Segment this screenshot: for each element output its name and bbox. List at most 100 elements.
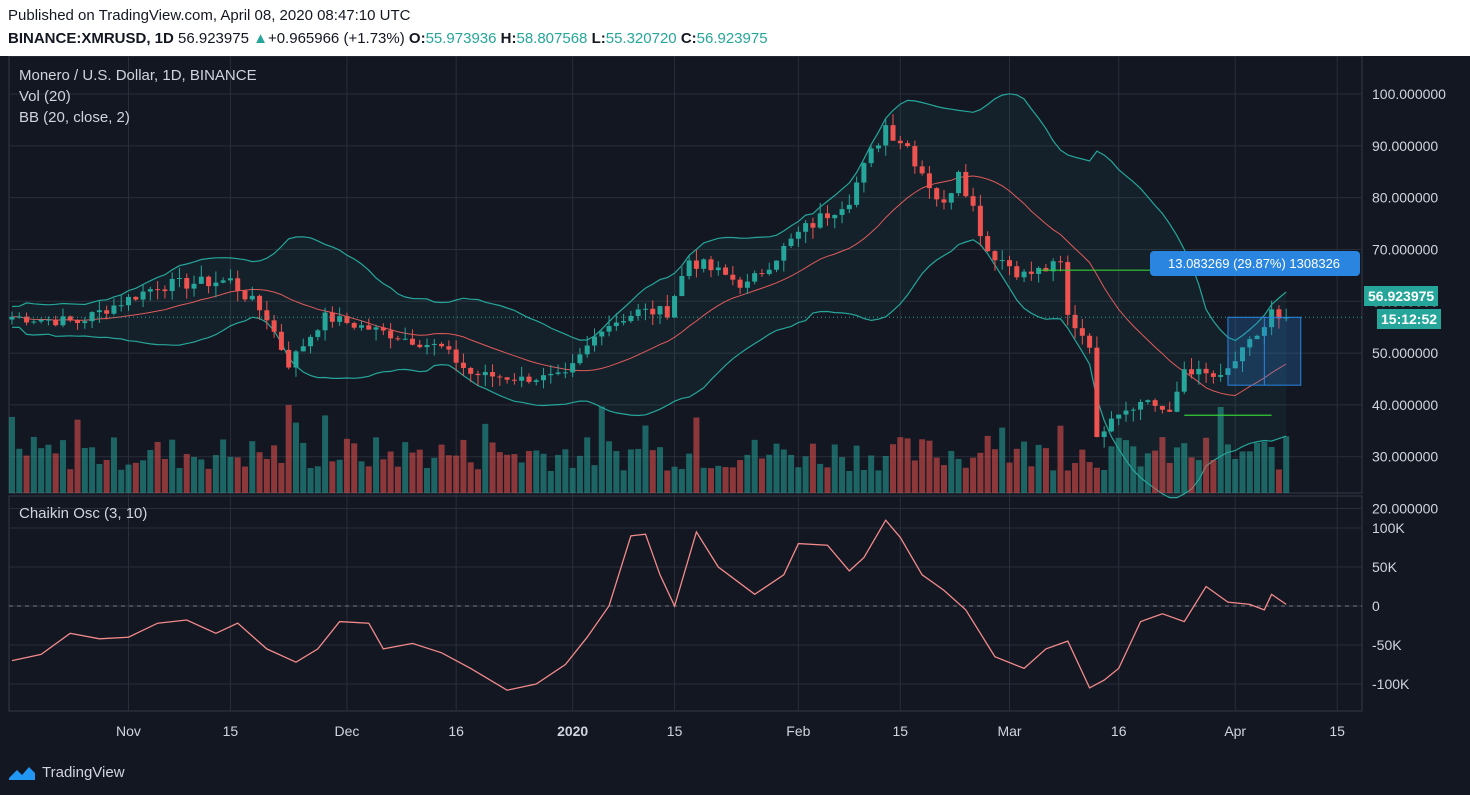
volume-bar	[1173, 447, 1180, 493]
volume-bar	[1079, 449, 1086, 493]
candle-body	[977, 205, 983, 237]
candle-body	[766, 269, 772, 274]
volume-bar	[606, 441, 613, 493]
candle-body	[497, 376, 503, 378]
volume-bar	[1283, 436, 1290, 493]
candle-body	[235, 278, 241, 291]
volume-bar	[307, 467, 314, 493]
candle-body	[169, 278, 175, 292]
chart-area[interactable]: 100.00000090.00000080.00000070.00000060.…	[0, 56, 1470, 756]
volume-bar	[16, 448, 23, 493]
volume-bar	[1188, 457, 1195, 493]
volume-bar	[183, 454, 190, 493]
volume-bar	[220, 439, 227, 493]
volume-bar	[1195, 460, 1202, 493]
price-tick-label: 70.000000	[1372, 241, 1438, 257]
open-label: O:	[408, 30, 426, 47]
candle-body	[737, 279, 743, 288]
volume-bar	[839, 457, 846, 493]
candle-body	[941, 199, 947, 203]
candle-body	[504, 377, 510, 380]
volume-bar	[933, 457, 940, 493]
volume-bar	[402, 442, 409, 493]
candle-body	[926, 173, 932, 189]
candle-body	[373, 327, 379, 330]
up-triangle-icon: ▲	[253, 30, 268, 47]
candle-body	[1057, 261, 1063, 263]
close-label: C:	[680, 30, 697, 47]
candle-body	[1240, 347, 1246, 362]
candle-body	[533, 380, 539, 382]
candle-body	[1276, 309, 1282, 319]
volume-bar	[198, 459, 205, 493]
candle-body	[832, 214, 838, 219]
volume-bar	[890, 444, 897, 493]
volume-bar	[1050, 470, 1057, 493]
chart-canvas[interactable]: 100.00000090.00000080.00000070.00000060.…	[0, 56, 1470, 756]
symbol-ohlc-line: BINANCE:XMRUSD, 1D 56.923975 ▲+0.965966 …	[8, 30, 768, 47]
volume-bar	[1144, 453, 1151, 493]
candle-body	[417, 344, 423, 348]
candle-body	[1036, 267, 1042, 274]
volume-bar	[59, 440, 66, 493]
volume-bar	[620, 470, 627, 493]
volume-bar	[569, 467, 576, 493]
volume-bar	[911, 460, 918, 493]
volume-bar	[955, 458, 962, 493]
candle-body	[453, 349, 459, 363]
volume-bar	[278, 462, 285, 493]
candle-body	[839, 209, 845, 215]
volume-bar	[693, 417, 700, 493]
candle-body	[147, 289, 153, 292]
candle-body	[446, 346, 452, 350]
candle-body	[424, 344, 430, 348]
candle-body	[53, 319, 59, 326]
volume-bar	[365, 466, 372, 493]
candle-body	[1152, 400, 1158, 406]
volume-bar	[1086, 462, 1093, 493]
tradingview-brand[interactable]: TradingView	[8, 764, 125, 781]
volume-bar	[1115, 437, 1122, 493]
volume-bar	[627, 449, 634, 493]
candle-body	[1232, 361, 1238, 369]
volume-bar	[453, 455, 460, 493]
volume-bar	[285, 404, 292, 493]
volume-bar	[831, 444, 838, 493]
candle-body	[482, 372, 488, 376]
candle-body	[1159, 405, 1165, 410]
volume-bar	[729, 467, 736, 493]
candle-body	[992, 251, 998, 261]
candle-body	[715, 267, 721, 271]
candle-body	[257, 295, 263, 311]
volume-bar	[1159, 437, 1166, 493]
candle-body	[198, 276, 204, 284]
candle-body	[431, 343, 437, 345]
volume-bar	[722, 467, 729, 493]
volume-bar	[1239, 451, 1246, 493]
candle-body	[591, 336, 597, 346]
volume-bar	[9, 416, 15, 493]
date-tick-label: Dec	[334, 723, 359, 739]
date-tick-label: 15	[223, 723, 239, 739]
volume-bar	[329, 461, 336, 493]
countdown-tag: 15:12:52	[1377, 309, 1442, 329]
volume-bar	[758, 458, 765, 493]
candle-body	[577, 354, 583, 364]
candle-body	[1101, 431, 1107, 438]
volume-bar	[1203, 437, 1210, 493]
volume-bar	[555, 454, 562, 493]
candle-body	[803, 223, 809, 232]
volume-bar	[343, 438, 350, 493]
candle-body	[548, 373, 554, 376]
candle-body	[264, 310, 270, 321]
volume-bar	[664, 470, 671, 493]
volume-bar	[358, 461, 365, 493]
volume-bar	[635, 448, 642, 493]
volume-bar	[387, 451, 394, 493]
candle-body	[817, 213, 823, 228]
candle-body	[38, 319, 44, 322]
oscillator-pane	[8, 495, 1363, 712]
volume-bar	[977, 452, 984, 493]
candle-body	[1108, 418, 1114, 432]
candle-body	[125, 296, 131, 306]
